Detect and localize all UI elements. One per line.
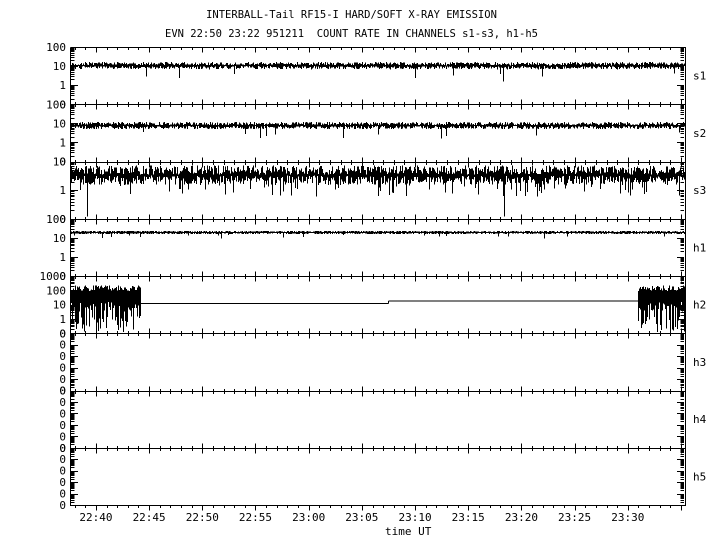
channel-label-h2: h2: [693, 299, 706, 312]
y-tick-label: 0: [59, 419, 66, 432]
y-tick-label: 0: [59, 396, 66, 409]
figure-subtitle: EVN 22:50 23:22 951211 COUNT RATE IN CHA…: [165, 28, 538, 40]
x-tick-label: 23:00: [292, 511, 325, 524]
y-tick-label: 0: [59, 373, 66, 386]
x-tick-label: 22:50: [186, 511, 219, 524]
x-tick-label: 23:10: [398, 511, 431, 524]
y-tick-label: 0: [59, 98, 66, 111]
panel-s3-data: [71, 165, 685, 217]
y-tick-label: 10: [53, 299, 66, 312]
y-tick-label: 100: [46, 284, 66, 297]
x-axis-title: time UT: [385, 525, 432, 538]
y-tick-label: 0: [59, 339, 66, 352]
y-tick-label: 0: [59, 350, 66, 363]
y-tick-label: 0: [59, 442, 66, 455]
channel-label-h3: h3: [693, 356, 706, 369]
y-tick-label: 10: [53, 60, 66, 73]
y-tick-label: 0: [59, 407, 66, 420]
y-tick-label: 0: [59, 453, 66, 466]
x-tick-label: 22:45: [133, 511, 166, 524]
x-axis-ticks: [75, 47, 682, 511]
channel-label-h5: h5: [693, 470, 706, 483]
y-tick-label: 10: [53, 117, 66, 130]
x-tick-label: 23:15: [452, 511, 485, 524]
y-tick-label: 0: [59, 213, 66, 226]
x-tick-label: 22:55: [239, 511, 272, 524]
y-tick-label: 0: [59, 476, 66, 489]
y-tick-label: 1: [59, 184, 66, 197]
y-tick-label: 1: [59, 251, 66, 264]
x-tick-label: 23:20: [505, 511, 538, 524]
channel-label-s1: s1: [693, 70, 706, 83]
x-tick-label: 22:40: [79, 511, 112, 524]
y-tick-label: 0: [59, 465, 66, 478]
y-tick-label: 0: [59, 385, 66, 398]
y-tick-label: 0: [59, 156, 66, 169]
y-axis-ticks: [71, 47, 684, 506]
channel-label-s2: s2: [693, 127, 706, 140]
y-tick-label: 100: [46, 98, 66, 111]
y-tick-label: 1000: [40, 270, 67, 283]
y-tick-label: 10: [53, 232, 66, 245]
y-tick-label: 1: [59, 313, 66, 326]
y-tick-label: 0: [59, 327, 66, 340]
panel-h2-data: [71, 285, 685, 332]
y-tick-label: 0: [59, 499, 66, 512]
y-tick-label: 100: [46, 41, 66, 54]
y-tick-label: 1: [59, 79, 66, 92]
x-tick-label: 23:30: [611, 511, 644, 524]
channel-label-h4: h4: [693, 413, 707, 426]
y-tick-label: 0: [59, 430, 66, 443]
y-tick-label: 0: [59, 488, 66, 501]
panel-s2-data: [71, 121, 685, 139]
x-tick-label: 23:25: [558, 511, 591, 524]
y-tick-label: 0: [59, 327, 66, 340]
channel-label-s3: s3: [693, 184, 706, 197]
channel-label-h1: h1: [693, 241, 706, 254]
y-tick-label: 0: [59, 362, 66, 375]
y-tick-label: 0: [59, 442, 66, 455]
figure-title: INTERBALL-Tail RF15-I HARD/SOFT X-RAY EM…: [206, 9, 497, 21]
y-tick-label: 0: [59, 270, 66, 283]
y-tick-label: 100: [46, 213, 66, 226]
panel-h1-data: [71, 230, 685, 239]
y-tick-label: 10: [53, 156, 66, 169]
plot-frame: [70, 47, 686, 506]
y-tick-label: 1: [59, 136, 66, 149]
panel-s1-data: [71, 62, 685, 82]
y-tick-label: 0: [59, 385, 66, 398]
x-tick-label: 23:05: [345, 511, 378, 524]
